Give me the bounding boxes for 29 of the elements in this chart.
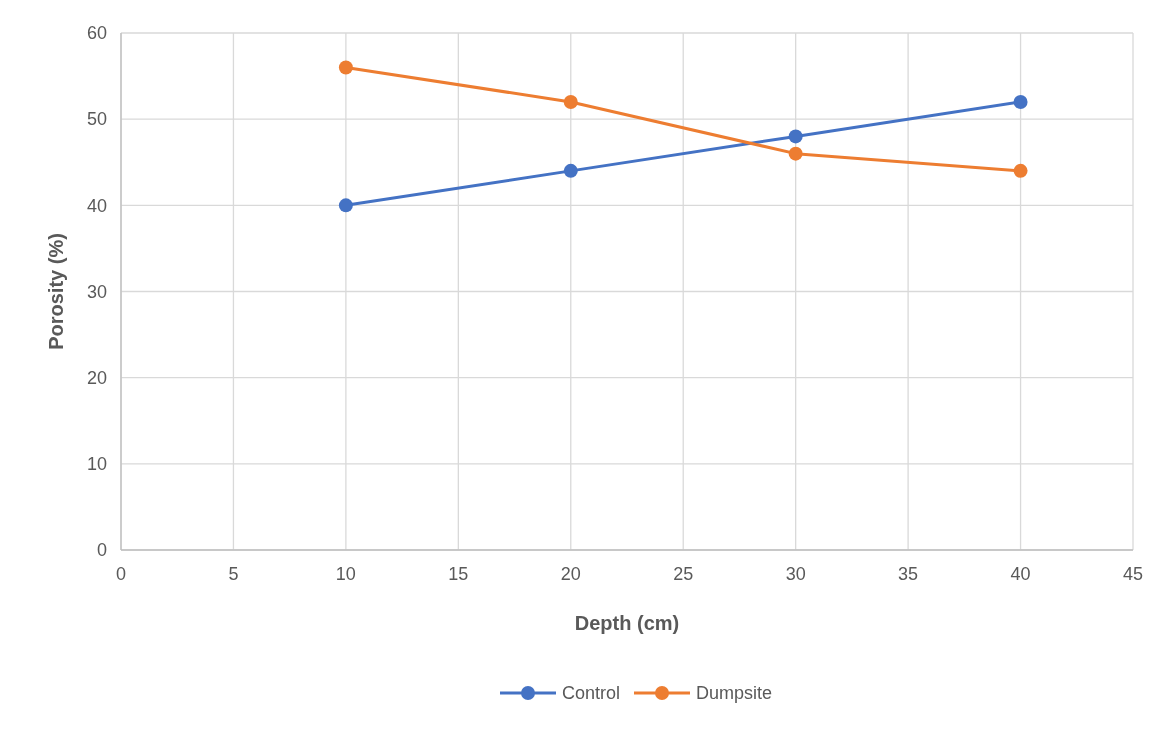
point (563, 163, 578, 178)
y-tick-label: 0 (96, 540, 107, 561)
x-tick-label: 30 (785, 564, 806, 584)
x-tick-label: 0 (115, 564, 127, 584)
x-tick-label: 45 (1122, 564, 1144, 584)
x-tick-label: 15 (448, 564, 469, 584)
y-axis-title: Porosity (%) (45, 233, 67, 350)
x-tick-label: 20 (560, 564, 581, 584)
x-tick-label: 35 (898, 564, 919, 584)
point (338, 198, 353, 213)
point (563, 94, 578, 109)
x-tick-label: 5 (228, 564, 239, 584)
x-tick-label: 40 (1010, 564, 1031, 584)
y-tick-label: 30 (86, 281, 107, 302)
y-tick-label: 60 (86, 23, 107, 44)
x-axis-title: Depth (cm) (574, 612, 680, 634)
legend-label: Control (562, 683, 621, 704)
point (1013, 94, 1028, 109)
point (338, 60, 353, 75)
y-tick-label: 20 (86, 367, 107, 388)
x-tick-label: 10 (335, 564, 356, 584)
y-tick-label: 40 (86, 195, 107, 216)
point (788, 146, 803, 161)
legend-label: Dumpsite (696, 683, 773, 704)
x-tick-label: 25 (673, 564, 694, 584)
point (788, 129, 803, 144)
y-tick-label: 10 (86, 454, 107, 475)
y-tick-label: 50 (86, 109, 107, 130)
point (1013, 163, 1028, 178)
